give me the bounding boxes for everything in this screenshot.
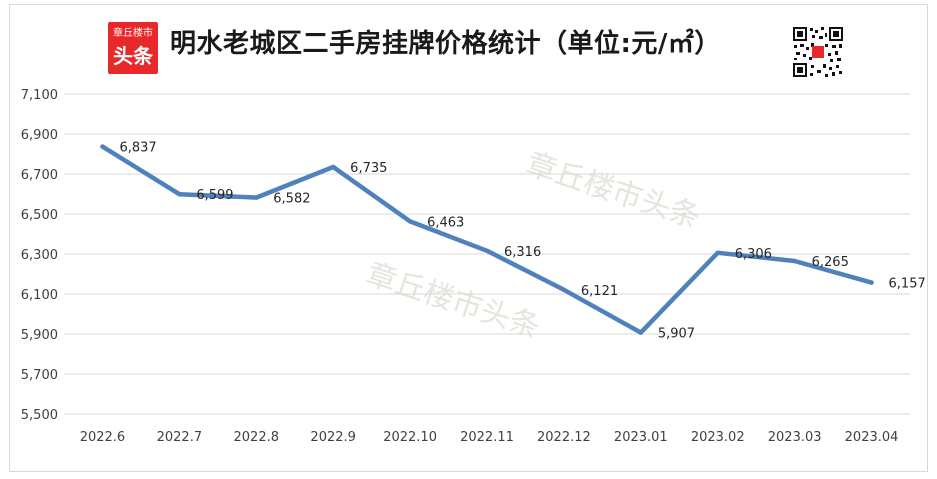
data-label: 6,316 [504, 245, 541, 260]
logo-top-text: 章丘楼市 [113, 28, 153, 39]
data-label: 6,463 [427, 215, 464, 230]
y-tick-label: 6,700 [21, 168, 58, 183]
data-point [100, 144, 105, 149]
data-point [484, 248, 490, 253]
data-point [638, 330, 644, 335]
y-tick-label: 6,300 [21, 248, 58, 263]
data-label: 6,121 [581, 284, 618, 299]
data-point [792, 258, 797, 264]
data-point [407, 219, 413, 224]
x-tick-label: 2022.12 [537, 430, 591, 445]
x-tick-label: 2022.8 [234, 430, 280, 445]
chart-frame [9, 4, 928, 472]
qr-code-icon [792, 26, 844, 78]
brand-logo: 章丘楼市 头条 [108, 22, 158, 74]
x-tick-label: 2023.01 [614, 430, 668, 445]
x-tick-label: 2022.7 [157, 430, 203, 445]
x-tick-label: 2022.11 [460, 430, 514, 445]
y-tick-label: 6,900 [21, 128, 58, 143]
y-tick-label: 6,100 [21, 288, 58, 303]
x-tick-label: 2023.02 [691, 430, 745, 445]
data-label: 5,907 [658, 327, 695, 342]
x-tick-label: 2022.10 [383, 430, 437, 445]
data-label: 6,306 [735, 247, 772, 262]
data-label: 6,157 [889, 277, 926, 292]
data-point [869, 280, 874, 285]
y-tick-label: 5,500 [21, 408, 58, 423]
chart-title: 明水老城区二手房挂牌价格统计（单位:元/㎡） [170, 29, 721, 59]
x-tick-label: 2023.03 [768, 430, 822, 445]
y-tick-label: 5,900 [21, 328, 58, 343]
x-tick-label: 2023.04 [845, 430, 899, 445]
data-label: 6,735 [350, 161, 387, 176]
data-label: 6,837 [119, 141, 156, 156]
y-tick-label: 6,500 [21, 208, 58, 223]
data-label: 6,265 [812, 255, 849, 270]
x-tick-label: 2022.9 [310, 430, 356, 445]
data-label: 6,582 [273, 192, 310, 207]
watermark-text: 章丘楼市头条 [362, 257, 544, 346]
data-point [715, 250, 720, 255]
data-point [254, 195, 259, 200]
data-point [330, 164, 336, 170]
data-point [561, 287, 567, 292]
y-tick-label: 7,100 [21, 88, 58, 103]
x-tick-label: 2022.6 [80, 430, 126, 445]
y-tick-label: 5,700 [21, 368, 58, 383]
logo-main-text: 头条 [113, 44, 153, 68]
data-label: 6,599 [196, 188, 233, 203]
data-point [177, 192, 182, 197]
watermark-text: 章丘楼市头条 [522, 147, 704, 236]
